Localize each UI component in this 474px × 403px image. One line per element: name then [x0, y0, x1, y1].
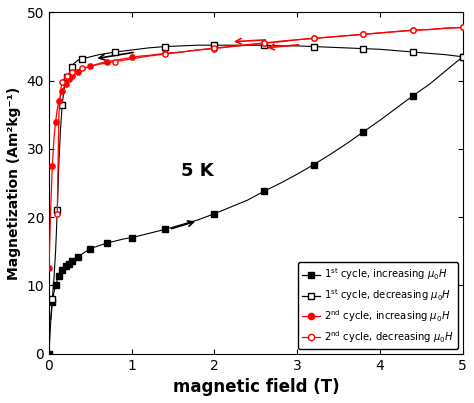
- Legend: 1$^{\rm st}$ cycle, increasing $\mu_0$$H$, 1$^{\rm st}$ cycle, decreasing $\mu_0: 1$^{\rm st}$ cycle, increasing $\mu_0$$H…: [298, 262, 458, 349]
- Text: 5 K: 5 K: [182, 162, 214, 180]
- X-axis label: magnetic field (T): magnetic field (T): [173, 378, 339, 396]
- Y-axis label: Magnetization (Am²kg⁻¹): Magnetization (Am²kg⁻¹): [7, 86, 21, 280]
